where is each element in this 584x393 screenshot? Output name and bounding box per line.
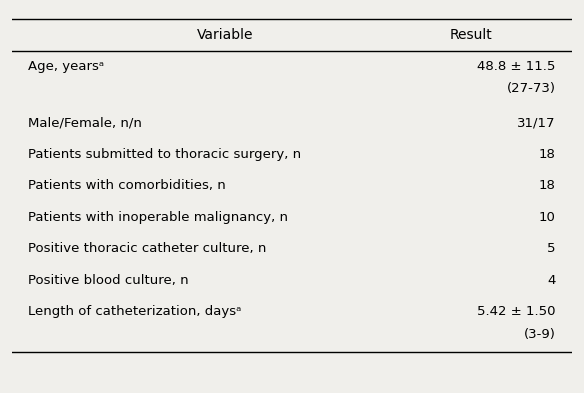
Text: Patients with comorbidities, n: Patients with comorbidities, n — [29, 179, 226, 192]
Text: 31/17: 31/17 — [517, 116, 555, 129]
Text: Patients submitted to thoracic surgery, n: Patients submitted to thoracic surgery, … — [29, 148, 301, 161]
Text: Male/Female, n/n: Male/Female, n/n — [29, 116, 142, 129]
Text: 5: 5 — [547, 242, 555, 255]
Text: Age, yearsᵃ: Age, yearsᵃ — [29, 60, 105, 73]
Text: (3-9): (3-9) — [524, 328, 555, 341]
Text: 4: 4 — [547, 274, 555, 287]
Text: 18: 18 — [538, 148, 555, 161]
Text: (27-73): (27-73) — [506, 83, 555, 95]
Text: Patients with inoperable malignancy, n: Patients with inoperable malignancy, n — [29, 211, 288, 224]
Text: 10: 10 — [538, 211, 555, 224]
Text: Positive thoracic catheter culture, n: Positive thoracic catheter culture, n — [29, 242, 267, 255]
Text: 18: 18 — [538, 179, 555, 192]
Text: 48.8 ± 11.5: 48.8 ± 11.5 — [477, 60, 555, 73]
Text: Positive blood culture, n: Positive blood culture, n — [29, 274, 189, 287]
Text: Result: Result — [450, 28, 493, 42]
Text: Variable: Variable — [196, 28, 253, 42]
Text: Length of catheterization, daysᵃ: Length of catheterization, daysᵃ — [29, 305, 242, 318]
Text: 5.42 ± 1.50: 5.42 ± 1.50 — [477, 305, 555, 318]
